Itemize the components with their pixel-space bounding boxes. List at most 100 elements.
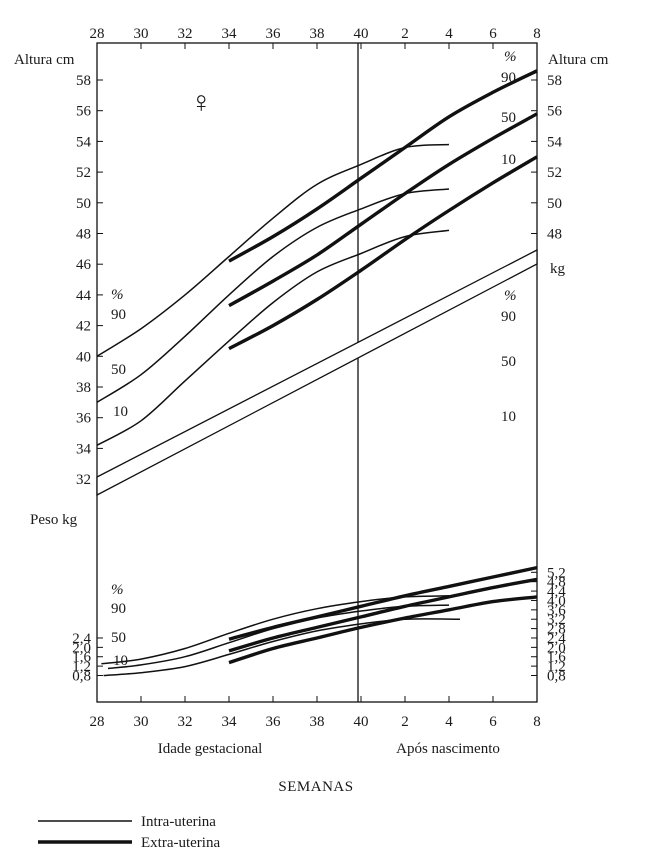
percentile-label: 50 <box>111 630 126 646</box>
height-tick-label: 34 <box>76 441 92 457</box>
percentile-label: 10 <box>501 152 516 168</box>
x-label-gestational: Idade gestacional <box>158 741 263 757</box>
bottom-week-axis: 28 30 32 34 36 38 40 2 4 6 8 <box>90 696 541 730</box>
bottom-tick-label: 6 <box>489 714 497 730</box>
separator-band <box>96 248 538 497</box>
percent-sign: % <box>504 49 517 65</box>
bottom-tick-label: 8 <box>533 714 541 730</box>
height-right-axis: 58 56 54 52 50 48 <box>531 73 563 243</box>
legend-extra-label: Extra-uterina <box>141 835 220 851</box>
height-tick-label: 56 <box>76 104 92 120</box>
height-tick-label: 38 <box>76 380 91 396</box>
chart-title: SEMANAS <box>278 779 353 795</box>
weight-tick-label: 0,8 <box>547 669 566 685</box>
height-tick-label: 50 <box>76 196 91 212</box>
height-tick-label: 58 <box>547 73 562 89</box>
weight-tick-label: 3,6 <box>547 603 566 619</box>
weight-tick-label: 2,8 <box>547 622 566 638</box>
weight-tick-label: 5,2 <box>547 565 566 581</box>
weight-tick-label: 2,4 <box>72 631 91 647</box>
top-tick-label: 34 <box>222 26 238 42</box>
height-tick-label: 52 <box>76 165 91 181</box>
height-tick-label: 54 <box>76 134 92 150</box>
height-tick-label: 44 <box>76 288 92 304</box>
bottom-tick-label: 36 <box>266 714 282 730</box>
height-tick-label: 54 <box>547 134 563 150</box>
top-tick-label: 4 <box>445 26 453 42</box>
x-label-after-birth: Após nascimento <box>396 741 500 757</box>
percentile-label: 50 <box>111 362 126 378</box>
height-tick-label: 48 <box>547 227 562 243</box>
weight-tick-label: 1,6 <box>72 650 91 666</box>
weight-tick-label: 2,4 <box>547 631 566 647</box>
percentile-label: 10 <box>501 409 516 425</box>
weight-curve-intra-uterina-p90 <box>101 595 450 665</box>
top-tick-label: 28 <box>90 26 105 42</box>
weight-tick-label: 2,0 <box>72 640 91 656</box>
height-left-axis: 58 56 54 52 50 48 46 44 42 40 38 36 34 32 <box>76 73 103 488</box>
weight-left-axis: 2,42,01,61,20,8 <box>72 631 103 685</box>
percent-sign: % <box>111 287 124 303</box>
bottom-tick-label: 2 <box>401 714 409 730</box>
height-curve-intra-uterina-p10 <box>96 229 450 446</box>
top-tick-label: 36 <box>266 26 282 42</box>
top-tick-label: 2 <box>401 26 409 42</box>
weight-tick-label: 0,8 <box>72 669 91 685</box>
height-tick-label: 46 <box>76 257 92 273</box>
weight-right-axis: 5,24,84,44,03,63,22,82,42,01,61,20,8 <box>531 565 566 685</box>
percentile-label: 90 <box>111 601 126 617</box>
weight-tick-label: 3,2 <box>547 612 566 628</box>
weight-tick-label: 4,8 <box>547 575 566 591</box>
height-tick-label: 42 <box>76 319 91 335</box>
bottom-tick-label: 34 <box>222 714 238 730</box>
bottom-tick-label: 32 <box>178 714 193 730</box>
height-tick-label: 58 <box>76 73 91 89</box>
weight-tick-label: 4,4 <box>547 584 566 600</box>
percent-sign: % <box>504 288 517 304</box>
bottom-tick-label: 4 <box>445 714 453 730</box>
percentile-label: 90 <box>501 309 516 325</box>
height-tick-label: 56 <box>547 104 563 120</box>
height-axis-label-right: Altura cm <box>548 52 609 68</box>
top-tick-label: 32 <box>178 26 193 42</box>
height-tick-label: 36 <box>76 411 92 427</box>
height-tick-label: 40 <box>76 349 91 365</box>
female-symbol-icon: ♀ <box>190 86 213 119</box>
bottom-tick-label: 38 <box>310 714 325 730</box>
percentile-label: 50 <box>501 354 516 370</box>
weight-axis-label-right: kg <box>550 261 566 277</box>
bottom-tick-label: 40 <box>354 714 369 730</box>
weight-tick-label: 1,6 <box>547 650 566 666</box>
bottom-tick-label: 28 <box>90 714 105 730</box>
weight-tick-label: 1,2 <box>72 659 91 675</box>
height-tick-label: 32 <box>76 472 91 488</box>
weight-curve-extra-uterina-p90 <box>228 565 538 641</box>
height-curve-extra-uterina-p90 <box>228 69 538 263</box>
top-tick-label: 8 <box>533 26 541 42</box>
top-tick-label: 38 <box>310 26 325 42</box>
bottom-tick-label: 30 <box>134 714 149 730</box>
percentile-label: 50 <box>501 110 516 126</box>
percent-sign: % <box>111 582 124 598</box>
percentile-labels: % 90 50 10% 90 50 10% 90 50 10% 90 50 10 <box>111 49 517 669</box>
height-axis-label-left: Altura cm <box>14 52 75 68</box>
height-curve-extra-uterina-p10 <box>228 155 538 351</box>
weight-tick-label: 1,2 <box>547 659 566 675</box>
separator-band-shape <box>96 248 538 497</box>
weight-tick-label: 4,0 <box>547 593 566 609</box>
percentile-label: 90 <box>111 307 126 323</box>
height-tick-label: 50 <box>547 196 562 212</box>
weight-curve-extra-uterina-p50 <box>228 577 538 653</box>
top-tick-label: 40 <box>354 26 369 42</box>
height-curve-extra-uterina-p50 <box>228 112 538 308</box>
weight-tick-label: 2,0 <box>547 640 566 656</box>
percentile-label: 10 <box>113 404 128 420</box>
top-tick-label: 6 <box>489 26 497 42</box>
weight-axis-label-left: Peso kg <box>30 512 78 528</box>
height-curve-intra-uterina-p50 <box>96 188 450 403</box>
height-curve-intra-uterina-p90 <box>96 143 450 357</box>
percentile-curves <box>96 69 538 677</box>
percentile-label: 10 <box>113 653 128 669</box>
weight-curve-extra-uterina-p10 <box>228 595 538 665</box>
top-week-axis: 28 30 32 34 36 38 40 2 4 6 8 <box>90 26 541 49</box>
